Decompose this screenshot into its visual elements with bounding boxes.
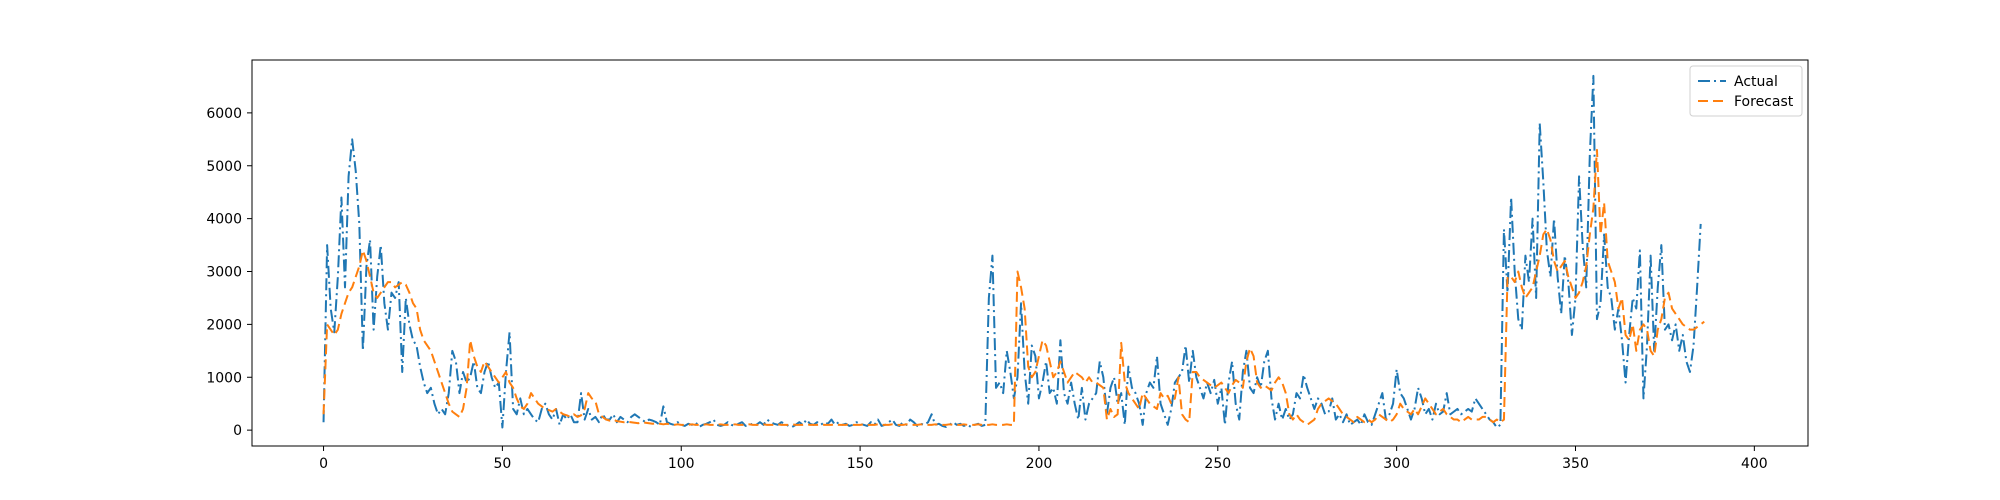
x-axis: 0 50 100 150 200 250 300 350 400 <box>319 446 1768 472</box>
y-tick-label: 6000 <box>206 106 242 122</box>
legend-label-actual: Actual <box>1734 74 1778 90</box>
x-tick-label: 400 <box>1741 456 1768 472</box>
x-tick-label: 150 <box>847 456 874 472</box>
x-tick-label: 50 <box>493 456 511 472</box>
x-tick-label: 250 <box>1204 456 1231 472</box>
x-tick-label: 350 <box>1562 456 1589 472</box>
x-tick-label: 300 <box>1383 456 1410 472</box>
series-line-forecast <box>322 148 1705 426</box>
plot-lines <box>322 74 1705 429</box>
y-tick-label: 3000 <box>206 265 242 281</box>
x-tick-label: 200 <box>1026 456 1053 472</box>
legend-label-forecast: Forecast <box>1734 94 1794 110</box>
y-tick-label: 1000 <box>206 370 242 386</box>
y-axis: 0 1000 2000 3000 4000 5000 6000 <box>206 106 252 439</box>
y-tick-label: 5000 <box>206 159 242 175</box>
y-tick-label: 0 <box>233 423 242 439</box>
legend: Actual Forecast <box>1689 65 1803 117</box>
series-line-actual <box>322 74 1702 429</box>
y-tick-label: 2000 <box>206 317 242 333</box>
x-tick-label: 0 <box>319 456 328 472</box>
x-tick-label: 100 <box>668 456 695 472</box>
y-tick-label: 4000 <box>206 212 242 228</box>
legend-box <box>1689 65 1803 117</box>
plot-frame <box>251 59 1809 447</box>
